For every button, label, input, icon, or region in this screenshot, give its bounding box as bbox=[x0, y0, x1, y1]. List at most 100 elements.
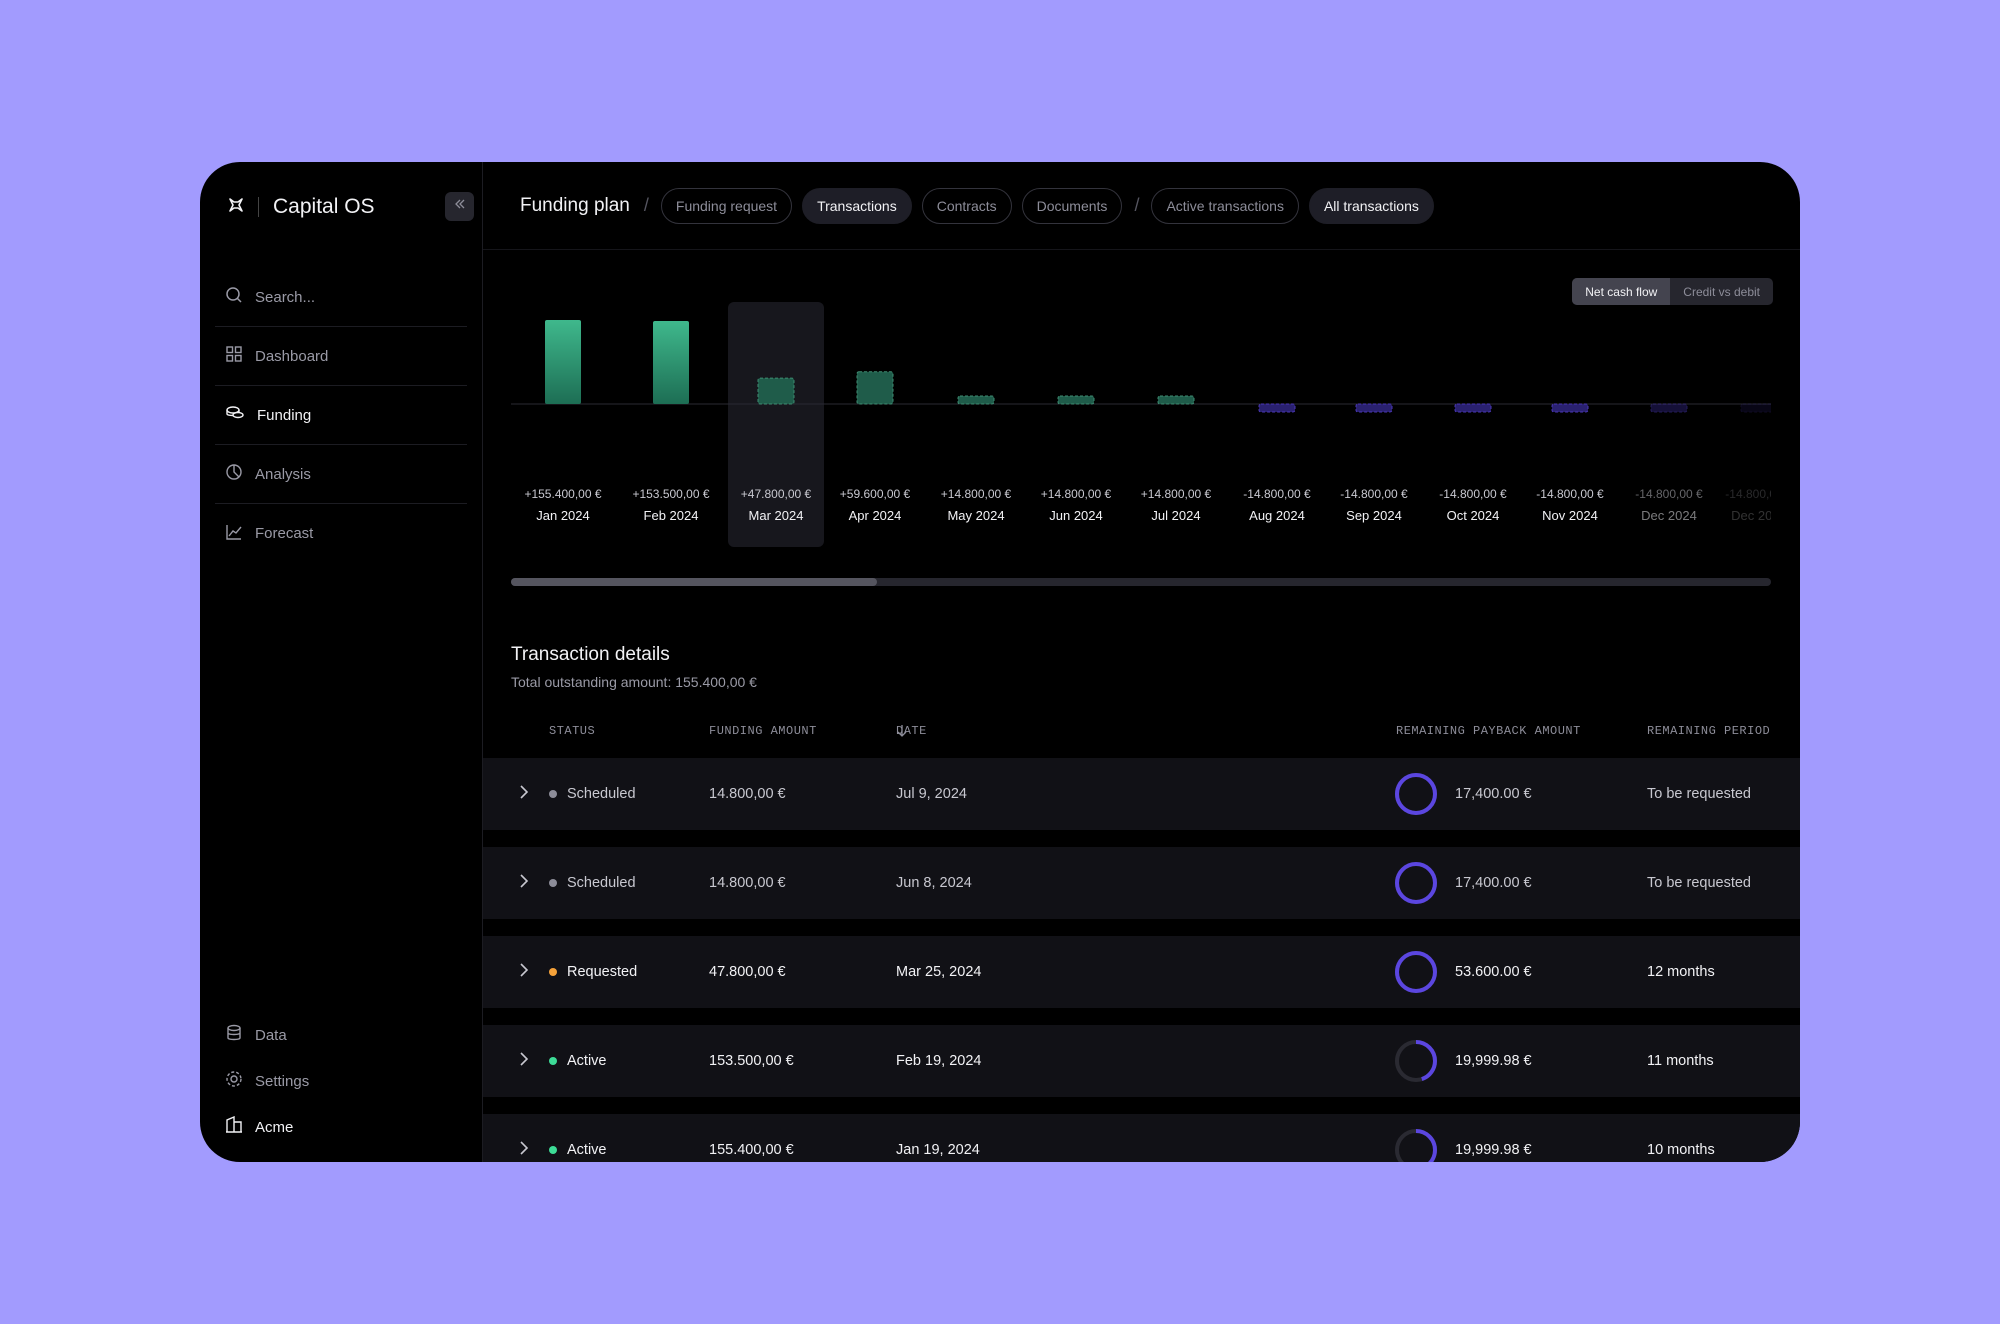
chart-bar[interactable] bbox=[856, 371, 894, 405]
bar-category-label: Apr 2024 bbox=[849, 508, 902, 523]
sidebar-item-label: Forecast bbox=[255, 525, 314, 542]
breadcrumb: Funding plan / Funding request Transacti… bbox=[483, 162, 1800, 250]
column-funding-amount[interactable]: FUNDING AMOUNT bbox=[709, 724, 817, 738]
chart-line-icon bbox=[225, 523, 243, 545]
sidebar-item-dashboard[interactable]: Dashboard bbox=[215, 327, 467, 386]
sidebar-item-acme[interactable]: Acme bbox=[215, 1104, 467, 1150]
chart-bar[interactable] bbox=[1057, 395, 1095, 405]
column-remaining-payback[interactable]: REMAINING PAYBACK AMOUNT bbox=[1396, 724, 1581, 738]
bar-value-label: +155.400,00 € bbox=[524, 487, 601, 501]
chart-bar[interactable] bbox=[957, 395, 995, 405]
remaining-payback: 17,400.00 € bbox=[1455, 875, 1532, 891]
table-row[interactable]: Requested 47.800,00 € Mar 25, 2024 53.600.0… bbox=[483, 936, 1800, 1008]
status-badge: Scheduled bbox=[549, 847, 636, 919]
search-placeholder: Search... bbox=[255, 288, 316, 306]
status-badge: Scheduled bbox=[549, 758, 636, 830]
net-cash-flow-button[interactable]: Net cash flow bbox=[1572, 278, 1671, 305]
tab-documents[interactable]: Documents bbox=[1021, 187, 1123, 224]
total-outstanding: Total outstanding amount: 155.400,00 € bbox=[511, 674, 757, 690]
chart-bar[interactable] bbox=[1740, 403, 1771, 413]
chart-scroll-thumb[interactable] bbox=[511, 578, 877, 586]
sidebar-item-settings[interactable]: Settings bbox=[215, 1058, 467, 1104]
expand-row-button[interactable] bbox=[513, 758, 535, 830]
sidebar-item-label: Funding bbox=[257, 406, 312, 424]
bar-value-label: +14.800,00 € bbox=[941, 487, 1012, 501]
remaining-period: 10 months bbox=[1647, 1142, 1715, 1158]
tab-transactions[interactable]: Transactions bbox=[802, 187, 912, 224]
chart-bar[interactable] bbox=[1258, 403, 1296, 413]
credit-vs-debit-button[interactable]: Credit vs debit bbox=[1683, 284, 1760, 299]
chevron-right-icon bbox=[513, 781, 535, 807]
sidebar-item-forecast[interactable]: Forecast bbox=[215, 504, 467, 563]
transaction-date: Jan 19, 2024 bbox=[896, 1142, 980, 1158]
chart-bar[interactable] bbox=[653, 321, 689, 404]
bar-category-label: Sep 2024 bbox=[1346, 508, 1402, 523]
chart-bar[interactable] bbox=[1355, 403, 1393, 413]
table-row[interactable]: Scheduled 14.800,00 € Jun 8, 2024 17,400.00… bbox=[483, 847, 1800, 919]
brand[interactable]: Capital OS bbox=[228, 192, 375, 222]
bar-value-label: -14.800,00 € bbox=[1725, 487, 1771, 501]
sidebar-item-data[interactable]: Data bbox=[215, 1012, 467, 1058]
sidebar-nav: Search... Dashboard Funding Analysis bbox=[215, 268, 467, 563]
breadcrumb-separator: / bbox=[1134, 195, 1140, 215]
column-remaining-period[interactable]: REMAINING PERIOD bbox=[1647, 724, 1771, 738]
expand-row-button[interactable] bbox=[513, 1025, 535, 1097]
expand-row-button[interactable] bbox=[513, 847, 535, 919]
chart-bar[interactable] bbox=[1551, 403, 1589, 413]
search-input[interactable]: Search... bbox=[215, 268, 467, 327]
sidebar-item-label: Dashboard bbox=[255, 347, 329, 365]
bar-category-label: Jul 2024 bbox=[1151, 508, 1200, 523]
column-status[interactable]: STATUS bbox=[549, 724, 596, 738]
table-row[interactable]: Active 153.500,00 € Feb 19, 2024 19,999.98 … bbox=[483, 1025, 1800, 1097]
table-row[interactable]: Active 155.400,00 € Jan 19, 2024 19,999.98 … bbox=[483, 1114, 1800, 1162]
chart-scrollbar[interactable] bbox=[511, 578, 1771, 586]
payback-progress-ring bbox=[1394, 936, 1438, 1008]
sidebar-item-label: Settings bbox=[255, 1072, 310, 1090]
page-title[interactable]: Funding plan bbox=[520, 194, 630, 216]
expand-row-button[interactable] bbox=[513, 1114, 535, 1162]
remaining-period: 11 months bbox=[1647, 1053, 1714, 1069]
remaining-period: To be requested bbox=[1647, 786, 1751, 802]
transaction-date: Feb 19, 2024 bbox=[896, 1053, 982, 1069]
chevron-right-icon bbox=[513, 870, 535, 896]
sidebar-item-analysis[interactable]: Analysis bbox=[215, 445, 467, 504]
main-content: Funding plan / Funding request Transacti… bbox=[483, 162, 1800, 1162]
expand-row-button[interactable] bbox=[513, 936, 535, 1008]
remaining-payback: 19,999.98 € bbox=[1455, 1053, 1532, 1069]
table-row[interactable]: Scheduled 14.800,00 € Jul 9, 2024 17,400.00… bbox=[483, 758, 1800, 830]
pie-icon bbox=[225, 463, 243, 485]
arrow-down-icon bbox=[896, 724, 908, 742]
status-dot bbox=[549, 879, 557, 887]
transaction-date: Mar 25, 2024 bbox=[896, 964, 982, 980]
payback-progress-ring bbox=[1394, 1114, 1438, 1162]
chart-bar[interactable] bbox=[1650, 403, 1688, 413]
payback-progress-ring bbox=[1394, 758, 1438, 830]
tab-funding-request[interactable]: Funding request bbox=[660, 187, 793, 224]
tab-all-transactions[interactable]: All transactions bbox=[1308, 187, 1434, 224]
tab-active-transactions[interactable]: Active transactions bbox=[1151, 187, 1299, 224]
sidebar-item-funding[interactable]: Funding bbox=[215, 386, 467, 445]
collapse-sidebar-button[interactable] bbox=[445, 192, 474, 221]
status-text: Requested bbox=[567, 964, 638, 980]
transaction-date: Jun 8, 2024 bbox=[896, 875, 972, 891]
chart-bar[interactable] bbox=[1454, 403, 1492, 413]
remaining-period: 12 months bbox=[1647, 964, 1715, 980]
breadcrumb-separator: / bbox=[643, 195, 649, 215]
funding-amount: 14.800,00 € bbox=[709, 786, 786, 802]
chart-bar[interactable] bbox=[1157, 395, 1195, 405]
bar-value-label: +47.800,00 € bbox=[741, 487, 812, 501]
status-dot bbox=[549, 968, 557, 976]
app-window: Capital OS Search... Dashboard bbox=[200, 162, 1800, 1162]
cash-flow-chart: +155.400,00 € Jan 2024 +153.500,00 € Feb 20… bbox=[511, 302, 1771, 547]
bar-category-label: Jun 2024 bbox=[1049, 508, 1103, 523]
brand-name: Capital OS bbox=[273, 195, 375, 218]
chart-bar[interactable] bbox=[757, 377, 795, 405]
transaction-date: Jul 9, 2024 bbox=[896, 786, 967, 802]
status-text: Active bbox=[567, 1053, 607, 1069]
payback-progress-ring bbox=[1394, 1025, 1438, 1097]
status-text: Scheduled bbox=[567, 786, 636, 802]
bar-value-label: +59.600,00 € bbox=[840, 487, 911, 501]
bar-value-label: -14.800,00 € bbox=[1340, 487, 1408, 501]
chart-bar[interactable] bbox=[545, 320, 581, 404]
tab-contracts[interactable]: Contracts bbox=[921, 187, 1012, 224]
